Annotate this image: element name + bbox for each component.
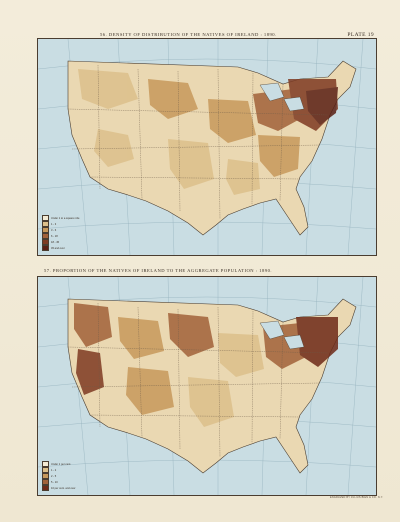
legend-swatch	[42, 215, 49, 221]
legend-row: 6 - 18	[42, 233, 94, 239]
map-title-density: 56. DENSITY OF DISTRIBUTION OF THE NATIV…	[100, 32, 277, 37]
legend-label: 10 per cent. and over	[51, 486, 76, 490]
legend-swatch	[42, 233, 49, 239]
legend-swatch	[42, 485, 49, 491]
legend-label: 45 and over	[51, 246, 65, 250]
legend-label: 1 - 2	[51, 468, 57, 472]
legend-label: 2 - 5	[51, 474, 57, 478]
legend-label: 18 - 45	[51, 240, 60, 244]
us-proportion-map	[38, 277, 376, 495]
density-legend: Under 1 to a square mile 1 - 3 3 - 6 6 -…	[42, 215, 94, 251]
legend-label: 3 - 6	[51, 228, 57, 232]
engraver-credit: ENGRAVED BY JULIUS BIEN & CO. N.Y.	[330, 496, 384, 499]
legend-label: Under 1 to a square mile	[51, 216, 80, 220]
map-proportion: Under 1 per cent. 1 - 2 2 - 5 5 - 10 10 …	[37, 276, 377, 496]
legend-swatch	[42, 473, 49, 479]
legend-row: 10 per cent. and over	[42, 485, 94, 491]
legend-row: 18 - 45	[42, 239, 94, 245]
legend-swatch	[42, 461, 49, 467]
legend-swatch	[42, 479, 49, 485]
legend-swatch	[42, 239, 49, 245]
legend-row: 2 - 5	[42, 473, 94, 479]
proportion-legend: Under 1 per cent. 1 - 2 2 - 5 5 - 10 10 …	[42, 461, 94, 491]
legend-label: 1 - 3	[51, 222, 57, 226]
legend-swatch	[42, 467, 49, 473]
legend-row: 45 and over	[42, 245, 94, 251]
legend-swatch	[42, 227, 49, 233]
legend-row: Under 1 per cent.	[42, 461, 94, 467]
map-title-proportion: 57. PROPORTION OF THE NATIVES OF IRELAND…	[44, 268, 273, 273]
legend-label: Under 1 per cent.	[51, 462, 72, 466]
legend-row: 5 - 10	[42, 479, 94, 485]
map-density: Under 1 to a square mile 1 - 3 3 - 6 6 -…	[37, 38, 377, 256]
legend-label: 6 - 18	[51, 234, 58, 238]
legend-row: 1 - 2	[42, 467, 94, 473]
legend-label: 5 - 10	[51, 480, 58, 484]
legend-row: Under 1 to a square mile	[42, 215, 94, 221]
plate-number: PLATE 19	[347, 32, 374, 38]
legend-row: 3 - 6	[42, 227, 94, 233]
legend-row: 1 - 3	[42, 221, 94, 227]
legend-swatch	[42, 245, 49, 251]
us-density-map	[38, 39, 376, 255]
legend-swatch	[42, 221, 49, 227]
